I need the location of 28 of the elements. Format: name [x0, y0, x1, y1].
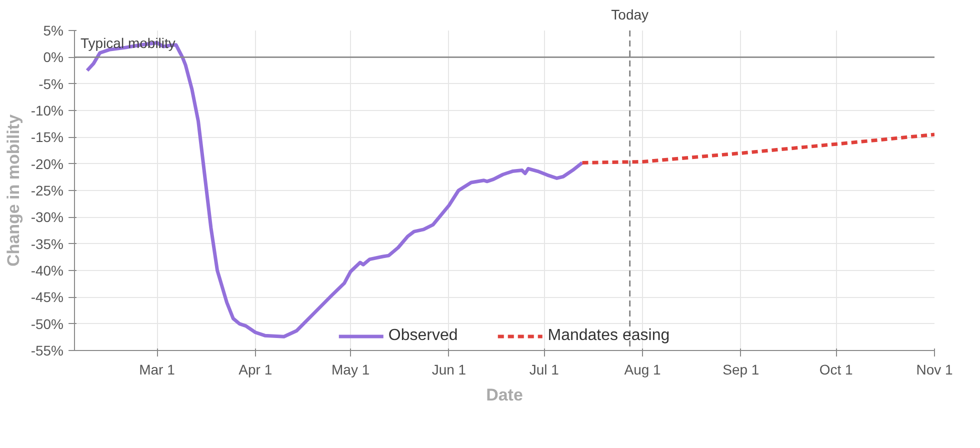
- y-tick-label: -45%: [30, 289, 64, 306]
- y-tick-label: -50%: [30, 316, 64, 332]
- x-tick-label: Mar 1: [139, 362, 176, 378]
- y-tick-label: -10%: [30, 102, 64, 118]
- y-tick-label: -5%: [38, 76, 64, 92]
- line-series: [580, 132, 934, 165]
- x-tick-label: Jun 1: [432, 362, 466, 378]
- y-tick-label: 0%: [43, 49, 64, 66]
- x-axis-title: Date: [486, 386, 523, 404]
- x-tick-label: May 1: [332, 362, 370, 378]
- x-tick-label: Oct 1: [819, 362, 854, 378]
- x-tick-label: Aug 1: [624, 362, 662, 378]
- x-tick-label: Apr 1: [238, 362, 272, 378]
- legend-label: Observed: [388, 327, 458, 345]
- x-tick-label: Sep 1: [722, 362, 760, 378]
- y-tick-label: -30%: [30, 209, 64, 226]
- y-tick-label: 5%: [43, 22, 64, 38]
- legend-label: Mandates easing: [548, 327, 670, 345]
- x-tick-label: Nov 1: [916, 362, 953, 378]
- y-tick-label: -55%: [30, 342, 64, 358]
- y-tick-label: -25%: [30, 182, 64, 198]
- ref-line-label: Today: [611, 6, 649, 22]
- y-tick-label: -20%: [30, 156, 64, 172]
- y-tick-label: -35%: [30, 236, 64, 252]
- x-tick-label: Jul 1: [529, 362, 560, 378]
- y-axis-title: Change in mobility: [4, 114, 23, 267]
- y-tick-label: -15%: [30, 129, 64, 146]
- y-tick-label: -40%: [30, 262, 64, 278]
